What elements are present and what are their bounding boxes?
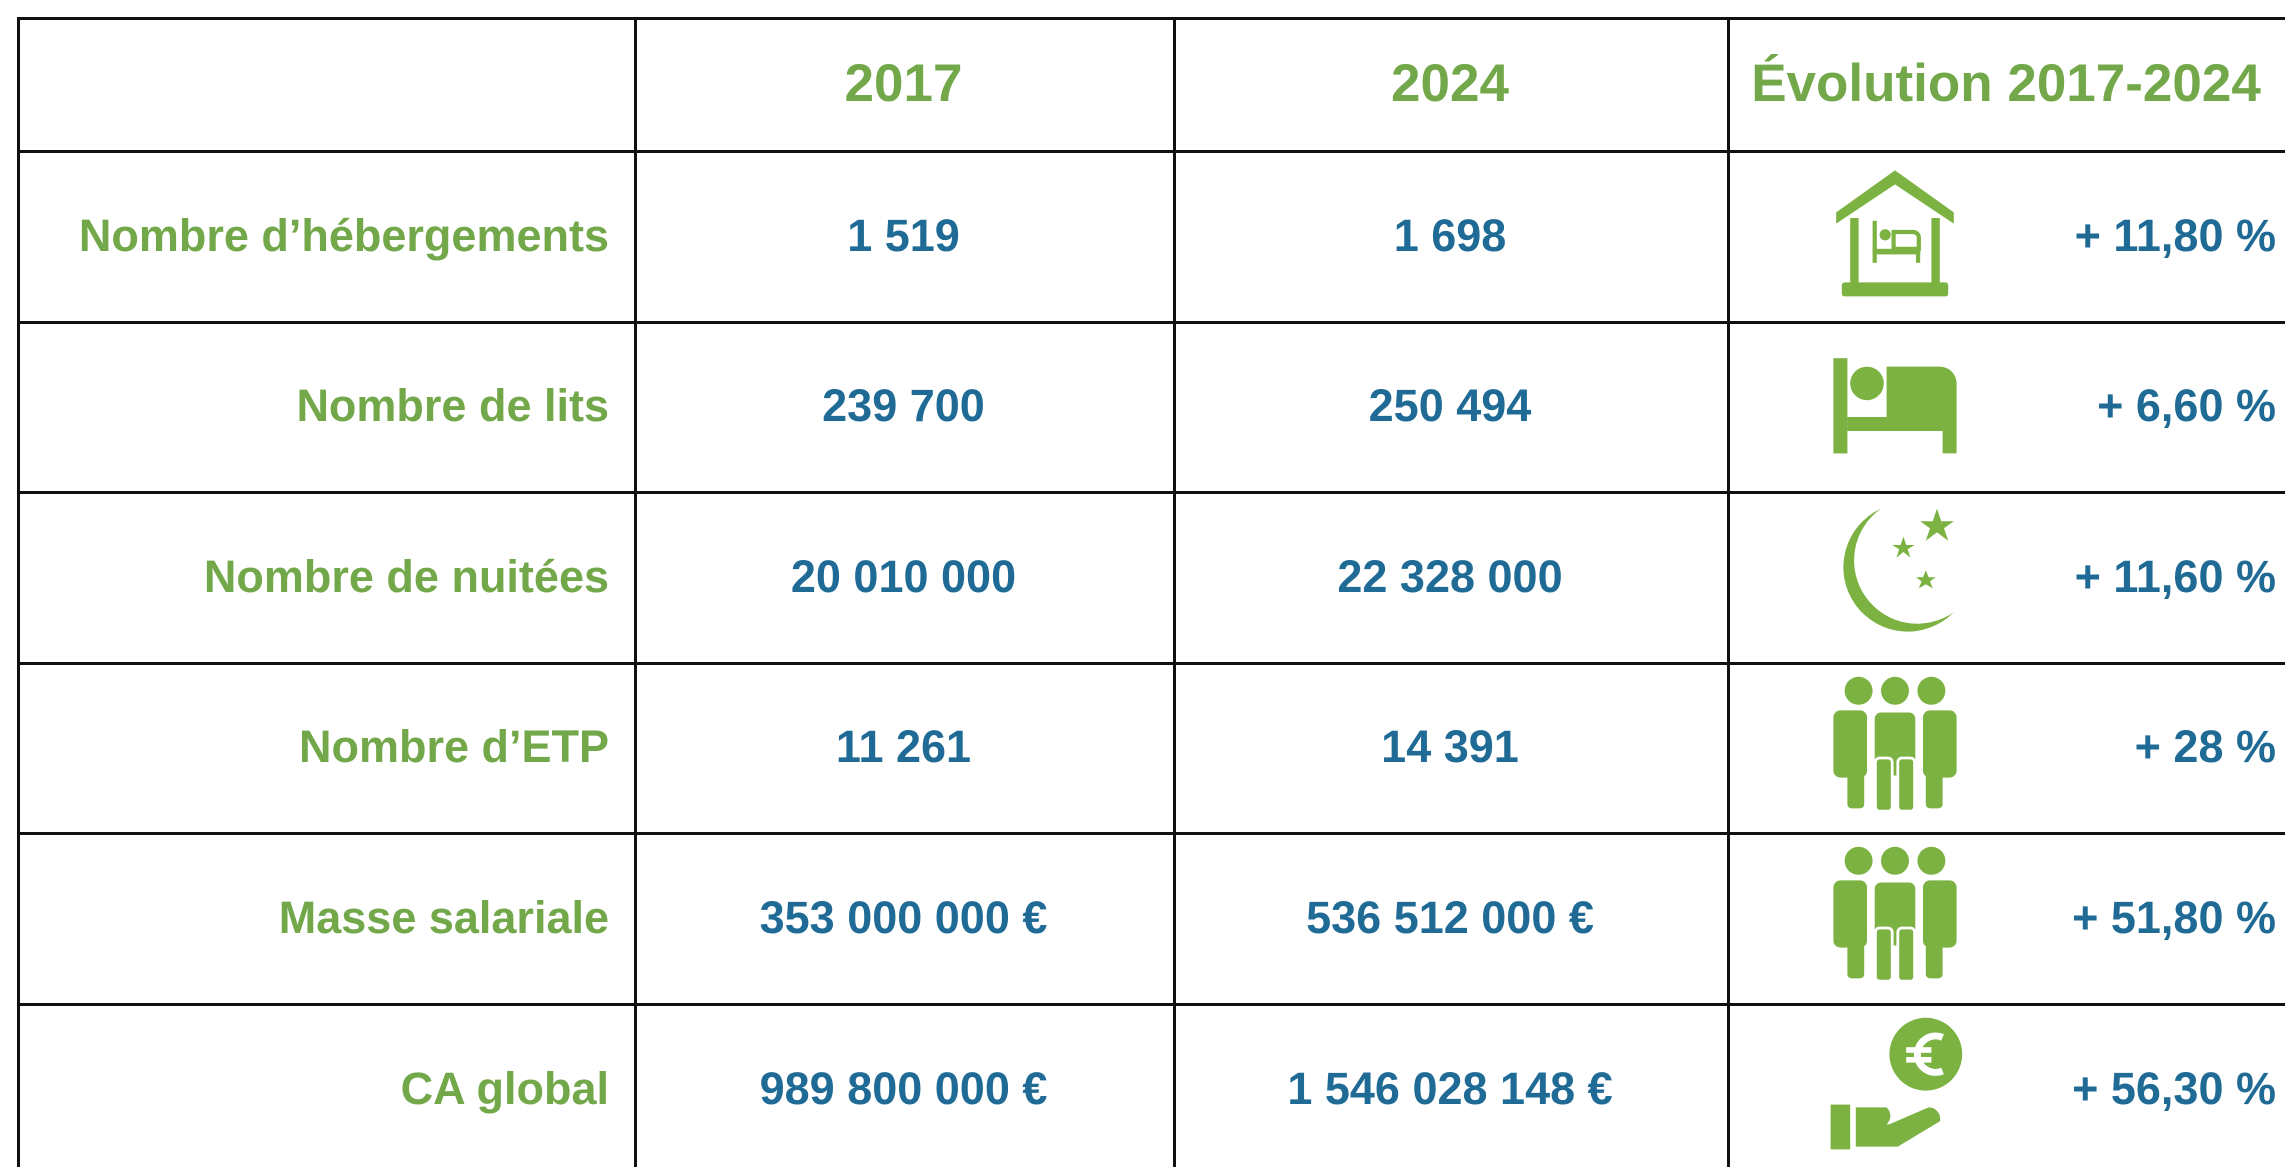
row-icon	[1820, 844, 1970, 984]
row-rule	[17, 832, 2285, 835]
row-icon	[1820, 503, 1970, 643]
value-2017: 239 700	[822, 380, 985, 431]
value-2024: 1 698	[1393, 209, 1507, 261]
value-2017: 353 000 000 €	[759, 891, 1048, 943]
icon	[1833, 358, 1957, 454]
column-rule	[634, 17, 637, 1167]
row-rule	[17, 321, 2285, 324]
value-2017: 989 800 000 €	[759, 1063, 1048, 1114]
icon	[1833, 846, 1957, 983]
row-rule	[17, 491, 2285, 494]
row-rule	[17, 1003, 2285, 1006]
row-label: CA global	[400, 1063, 609, 1114]
evolution: + 11,80 %	[2074, 209, 2276, 261]
value-2017: 11 261	[835, 721, 972, 772]
row-icon	[1820, 674, 1970, 814]
column-header: 2024	[1391, 54, 1509, 113]
icon	[1830, 1017, 1963, 1150]
value-2024: 250 494	[1368, 380, 1532, 431]
column-header: Évolution 2017-2024	[1751, 54, 2261, 113]
value-2024: 14 391	[1381, 721, 1519, 772]
row-icon	[1820, 162, 1970, 302]
evolution: + 6,60 %	[2097, 380, 2276, 431]
value-2024: 22 328 000	[1337, 550, 1563, 602]
row-rule	[17, 17, 2285, 20]
column-rule	[1727, 17, 1730, 1167]
row-label: Nombre d’ETP	[298, 721, 609, 772]
icon	[1836, 170, 1954, 297]
evolution: + 28 %	[2134, 721, 2276, 772]
value-2017: 20 010 000	[790, 550, 1017, 602]
row-rule	[17, 150, 2285, 153]
row-label: Nombre de lits	[296, 380, 609, 431]
evolution: + 51,80 %	[2072, 891, 2276, 943]
row-rule	[17, 662, 2285, 665]
row-icon	[1820, 333, 1970, 473]
evolution: + 56,30 %	[2072, 1063, 2276, 1114]
value-2024: 1 546 028 148 €	[1287, 1063, 1613, 1114]
column-rule	[17, 17, 20, 1167]
row-label: Nombre de nuitées	[203, 550, 609, 602]
icon	[1843, 508, 1954, 632]
icon	[1833, 676, 1957, 813]
value-2017: 1 519	[847, 209, 960, 261]
column-rule	[1173, 17, 1176, 1167]
evolution: + 11,60 %	[2074, 550, 2276, 602]
column-header: 2017	[844, 54, 963, 113]
row-label: Masse salariale	[278, 891, 609, 943]
value-2024: 536 512 000 €	[1306, 891, 1594, 943]
row-icon	[1820, 1015, 1970, 1155]
row-label: Nombre d’hébergements	[78, 209, 609, 261]
